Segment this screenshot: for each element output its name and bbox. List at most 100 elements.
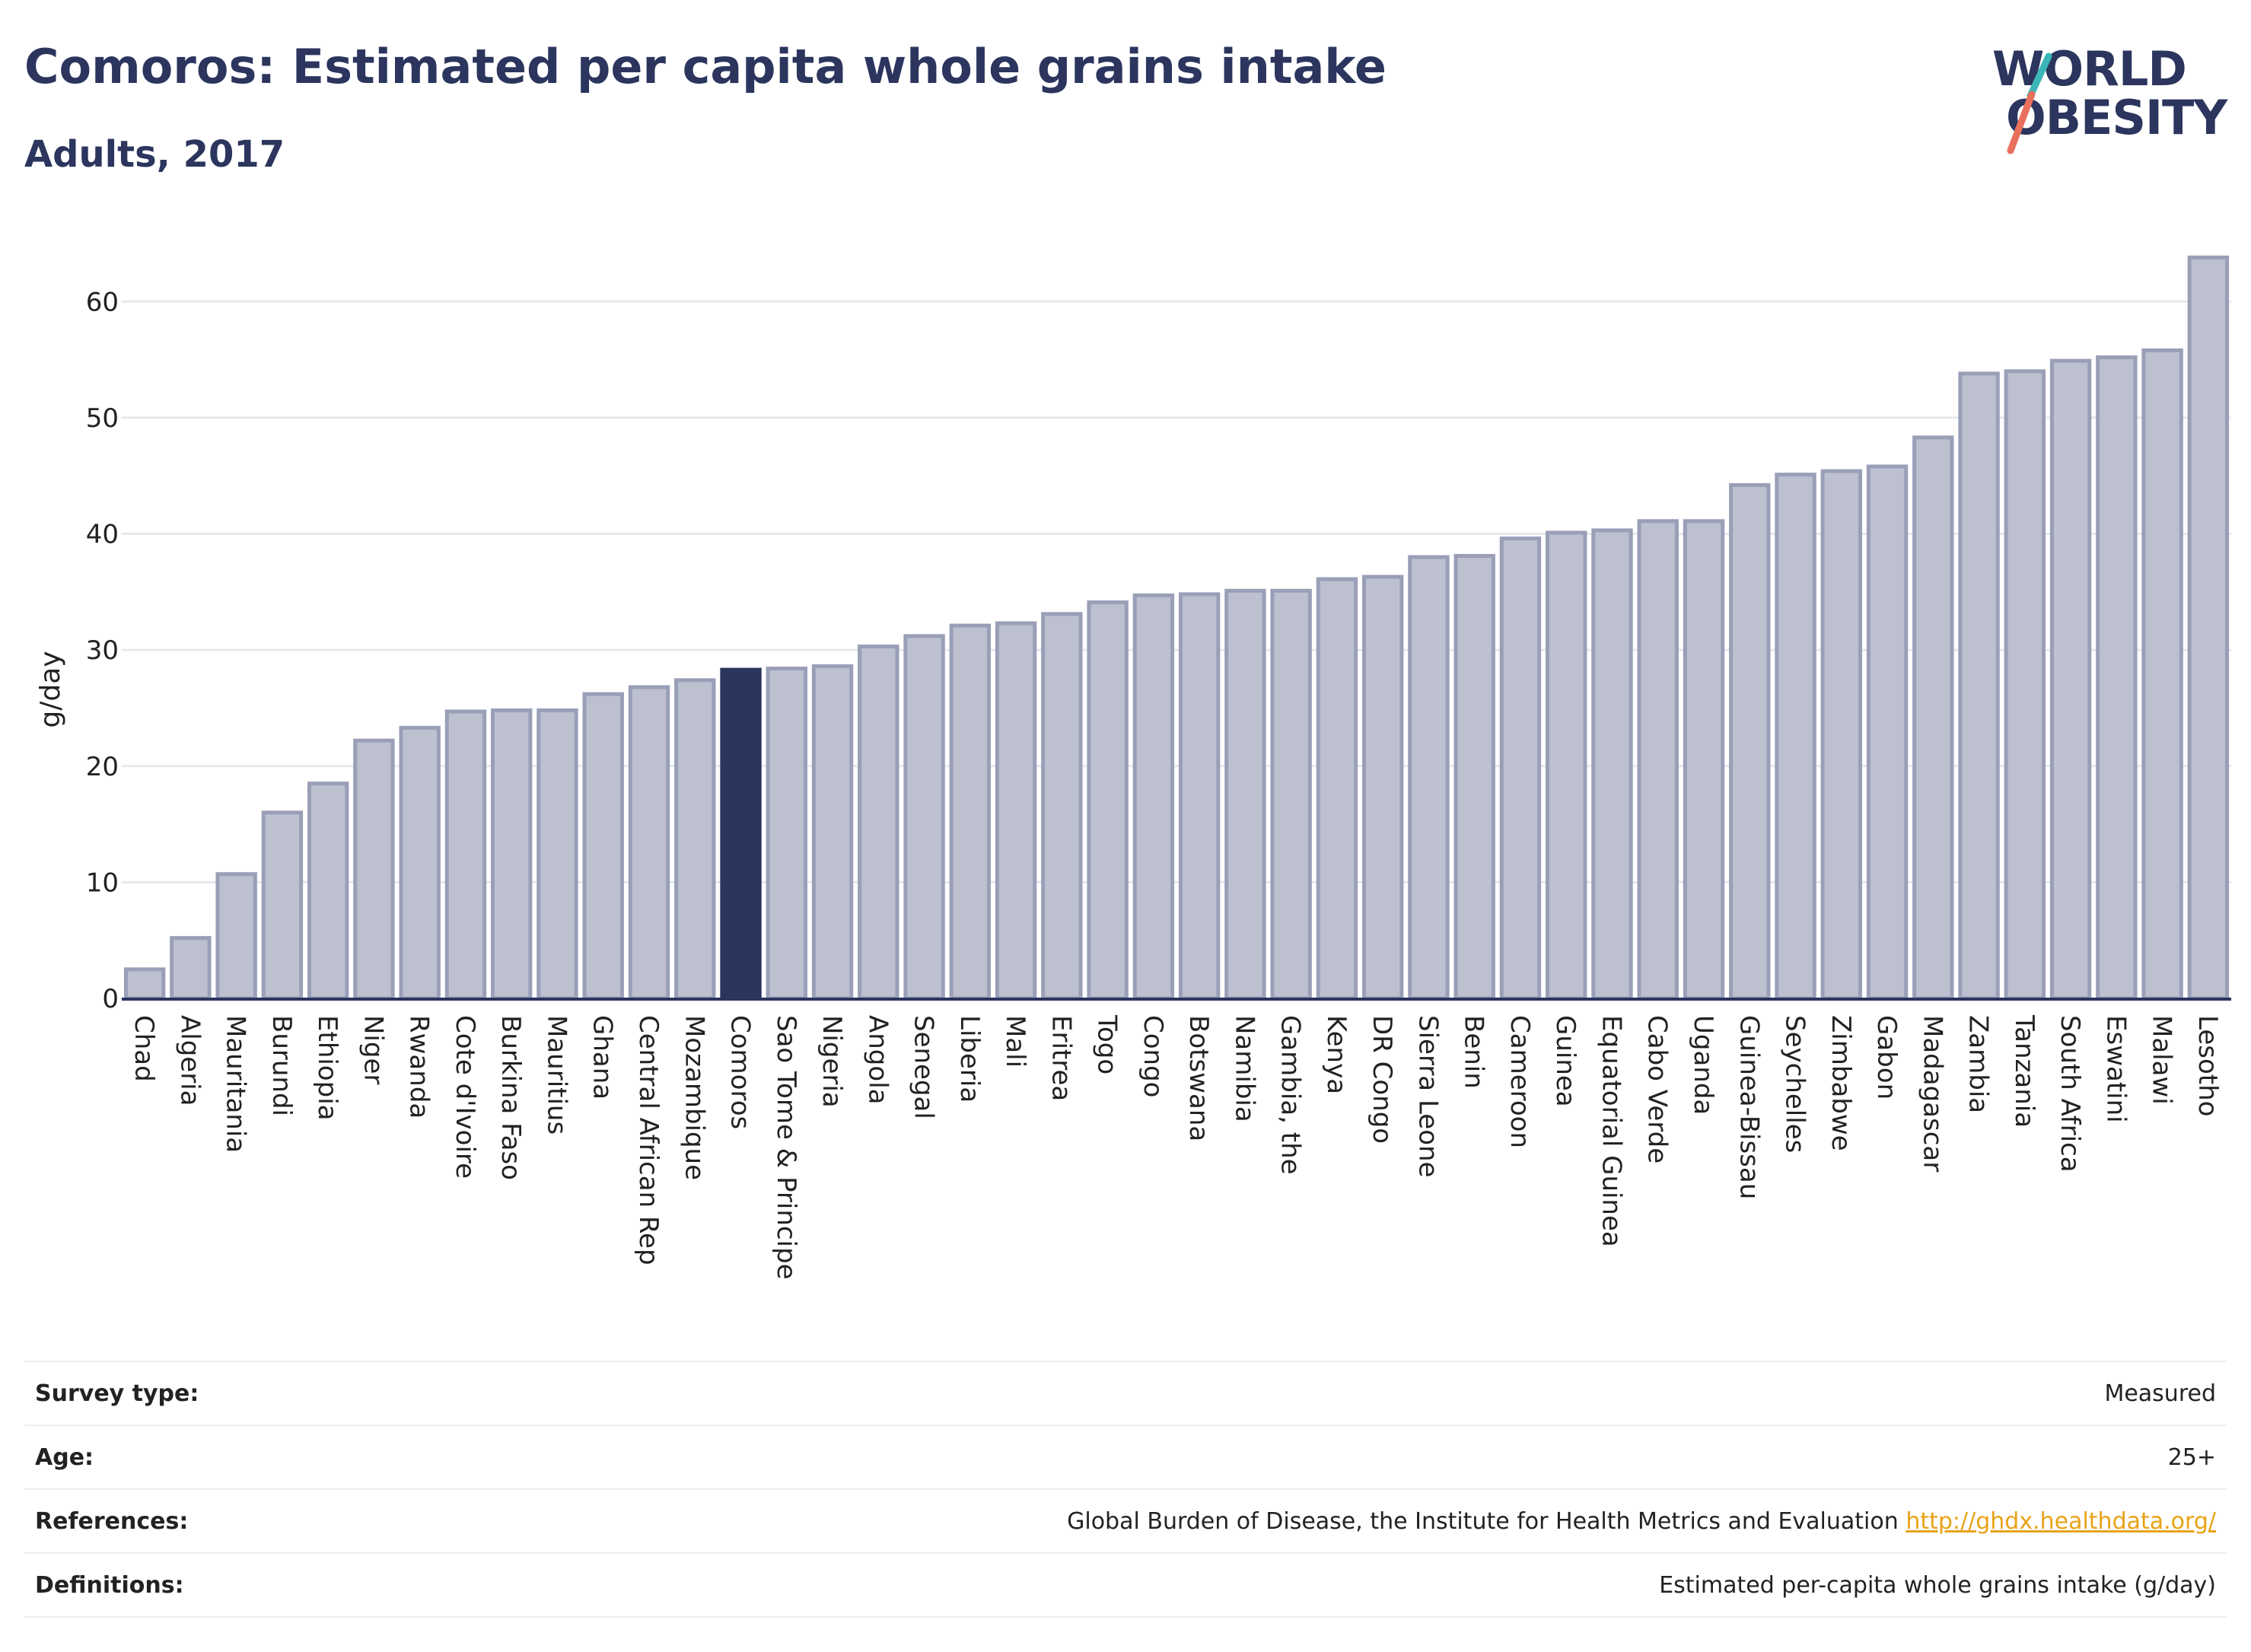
- x-tick-label: Zimbabwe: [1826, 1015, 1856, 1151]
- x-tick-label: Nigeria: [817, 1015, 847, 1108]
- x-tick-label: Equatorial Guinea: [1596, 1015, 1626, 1247]
- logo-word-obesity: OBESITY: [2006, 90, 2227, 145]
- bar-burkina-faso: [491, 708, 533, 1001]
- x-tick-label: Cameroon: [1504, 1015, 1535, 1148]
- info-row-survey-type: Survey type: Measured: [24, 1361, 2227, 1424]
- x-tick-label: Botswana: [1183, 1015, 1214, 1141]
- bar-sierra-leone: [1408, 555, 1450, 1001]
- bar-guinea: [1546, 530, 1587, 1001]
- y-tick-label: 10: [86, 867, 119, 898]
- x-tick-label: Malawi: [2147, 1015, 2177, 1105]
- y-tick-label: 40: [86, 520, 119, 550]
- bar-seychelles: [1775, 473, 1816, 1001]
- bar-gambia-the: [1270, 588, 1312, 1001]
- x-tick-label: Guinea: [1550, 1015, 1581, 1107]
- x-tick-label: Uganda: [1688, 1015, 1718, 1115]
- bar-central-african-rep: [628, 685, 670, 1001]
- x-tick-label: Rwanda: [404, 1015, 435, 1119]
- logo-slash-icon: [2007, 53, 2052, 154]
- y-tick-label: 50: [86, 403, 119, 434]
- x-tick-label: Mauritius: [541, 1015, 572, 1135]
- x-tick-label: Kenya: [1321, 1015, 1352, 1094]
- x-tick-label: Niger: [358, 1015, 388, 1084]
- x-tick-label: Cote d'Ivoire: [450, 1015, 480, 1179]
- info-row-references: References: Global Burden of Disease, th…: [24, 1488, 2227, 1552]
- bar-botswana: [1178, 592, 1221, 1001]
- bar-mali: [995, 621, 1037, 1001]
- bar-comoros: [720, 667, 762, 1001]
- x-tick-label: Liberia: [954, 1015, 985, 1103]
- bar-lesotho: [2187, 255, 2230, 1001]
- bar-mauritania: [215, 872, 257, 1001]
- info-row-definitions: Definitions: Estimated per-capita whole …: [24, 1552, 2227, 1618]
- bar-benin: [1453, 554, 1495, 1001]
- x-tick-label: Lesotho: [2192, 1015, 2223, 1116]
- y-axis-ticks: 0 10 20 30 40 50 60: [86, 287, 119, 1014]
- bar-niger: [353, 738, 395, 1001]
- references-link[interactable]: http://ghdx.healthdata.org/: [1906, 1507, 2216, 1535]
- x-axis-labels: Chad Algeria Mauritania Burundi Ethiopia Nige…: [129, 1014, 2223, 1280]
- bar-congo: [1132, 593, 1175, 1001]
- x-tick-label: Gambia, the: [1275, 1015, 1306, 1175]
- x-tick-label: Angola: [862, 1015, 893, 1104]
- references-label: References:: [35, 1507, 189, 1535]
- bar-chad: [123, 967, 166, 1001]
- info-row-age: Age: 25+: [24, 1424, 2227, 1488]
- bar-zimbabwe: [1820, 469, 1862, 1001]
- bar-namibia: [1224, 588, 1266, 1001]
- bar-ethiopia: [307, 781, 349, 1001]
- bar-uganda: [1683, 519, 1725, 1001]
- logo-word-world: WORLD: [1992, 41, 2187, 97]
- y-tick-label: 0: [102, 984, 119, 1014]
- bar-madagascar: [1912, 435, 1954, 1001]
- x-tick-label: Namibia: [1229, 1015, 1259, 1122]
- page-title: Comoros: Estimated per capita whole grai…: [24, 39, 1387, 94]
- bar-mauritius: [536, 708, 578, 1001]
- bar-senegal: [903, 634, 945, 1001]
- bar-rwanda: [399, 725, 441, 1001]
- x-tick-label: Congo: [1138, 1015, 1168, 1097]
- x-tick-label: Mali: [1000, 1015, 1030, 1068]
- bar-south-africa: [2049, 358, 2092, 1001]
- x-tick-label: Burkina Faso: [495, 1015, 526, 1180]
- x-tick-label: Zambia: [1963, 1015, 1994, 1113]
- bar-togo: [1087, 600, 1129, 1001]
- x-tick-label: Chad: [129, 1015, 159, 1082]
- bar-chart: 0 10 20 30 40 50 60 Chad Algeria Mauritania Burun…: [35, 255, 2231, 1280]
- bar-gabon: [1866, 464, 1909, 1001]
- x-tick-label: Cabo Verde: [1642, 1015, 1673, 1163]
- x-tick-label: Ethiopia: [312, 1015, 342, 1120]
- x-tick-label: Central African Rep: [633, 1015, 664, 1265]
- bar-dr-congo: [1361, 575, 1404, 1001]
- x-tick-label: Comoros: [725, 1015, 756, 1129]
- bar-zambia: [1958, 371, 2000, 1001]
- definitions-value: Estimated per-capita whole grains intake…: [1659, 1571, 2216, 1599]
- bar-tanzania: [2004, 369, 2046, 1001]
- page-subtitle: Adults, 2017: [24, 133, 285, 176]
- bar-angola: [858, 645, 899, 1001]
- bar-cabo-verde: [1637, 519, 1679, 1001]
- age-label: Age:: [35, 1444, 94, 1471]
- x-tick-label: Togo: [1092, 1014, 1122, 1074]
- info-table: Survey type: Measured Age: 25+ Reference…: [24, 1361, 2227, 1618]
- definitions-label: Definitions:: [35, 1571, 184, 1599]
- y-tick-label: 30: [86, 635, 119, 666]
- x-tick-label: Ghana: [587, 1015, 618, 1100]
- bar-liberia: [949, 623, 992, 1001]
- x-tick-label: Madagascar: [1917, 1015, 1947, 1172]
- references-value: Global Burden of Disease, the Institute …: [1067, 1508, 2227, 1535]
- x-tick-label: DR Congo: [1367, 1015, 1397, 1144]
- bar-cameroon: [1499, 536, 1542, 1001]
- x-tick-label: Eswatini: [2100, 1015, 2131, 1123]
- bar-burundi: [261, 810, 304, 1001]
- age-value: 25+: [2167, 1444, 2216, 1471]
- bar-algeria: [170, 936, 212, 1001]
- bar-eswatini: [2096, 355, 2138, 1001]
- bar-cote-d-ivoire: [444, 709, 487, 1001]
- y-tick-label: 20: [86, 752, 119, 782]
- bar-guinea-bissau: [1729, 482, 1771, 1001]
- bar-kenya: [1316, 577, 1358, 1001]
- bar-eritrea: [1041, 612, 1083, 1001]
- x-tick-label: South Africa: [2055, 1015, 2085, 1173]
- x-tick-label: Benin: [1459, 1015, 1489, 1089]
